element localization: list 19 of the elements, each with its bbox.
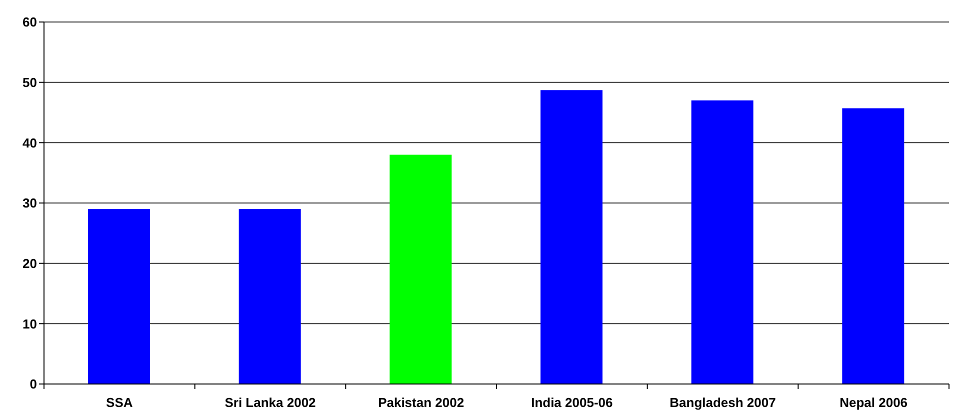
y-tick-label: 10 [22, 316, 37, 332]
bar [390, 154, 452, 384]
x-tick-label: India 2005-06 [531, 395, 613, 410]
x-tick-label: Nepal 2006 [840, 395, 908, 410]
bar [88, 209, 150, 384]
bar [691, 100, 754, 384]
x-tick-label: Pakistan 2002 [378, 395, 464, 410]
y-tick-label: 40 [22, 135, 37, 150]
bar [842, 108, 904, 384]
y-tick-label: 30 [22, 196, 37, 211]
y-tick-label: 60 [22, 14, 37, 30]
y-tick-label: 20 [22, 256, 37, 271]
x-tick-label: SSA [106, 395, 134, 410]
y-tick-label: 50 [22, 74, 37, 90]
bar [540, 90, 602, 384]
y-tick-label: 0 [30, 376, 37, 392]
bar [238, 209, 301, 384]
x-tick-label: Sri Lanka 2002 [224, 395, 316, 410]
x-tick-label: Bangladesh 2007 [670, 395, 776, 410]
